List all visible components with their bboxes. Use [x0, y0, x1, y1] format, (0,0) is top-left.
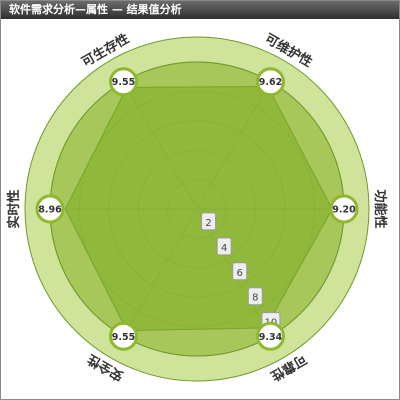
- value-badge: [35, 194, 65, 224]
- tick-label: 4: [221, 243, 227, 254]
- value-label: 9.62: [259, 77, 282, 88]
- tick-label-box: [232, 262, 248, 281]
- value-label: 8.96: [38, 205, 62, 216]
- value-badge: [329, 194, 359, 224]
- tick-label-box: [216, 237, 232, 256]
- axis-label: 实时性: [6, 189, 22, 228]
- tick-label-box: [247, 287, 263, 306]
- tick-label-box: [201, 212, 217, 231]
- value-badge: [109, 67, 138, 97]
- value-label: 9.55: [112, 77, 135, 88]
- axis-label: 功能性: [372, 189, 388, 228]
- tick-label: 8: [252, 293, 258, 304]
- value-label: 9.34: [259, 332, 283, 343]
- value-badge: [109, 321, 138, 351]
- tick-label: 6: [237, 268, 243, 279]
- value-badge: [256, 321, 285, 351]
- value-label: 9.20: [332, 205, 356, 216]
- value-label: 9.55: [112, 332, 135, 343]
- chart-title: 软件需求分析—属性 — 结果值分析: [1, 1, 399, 19]
- tick-label: 2: [205, 218, 211, 229]
- value-badge: [256, 67, 285, 97]
